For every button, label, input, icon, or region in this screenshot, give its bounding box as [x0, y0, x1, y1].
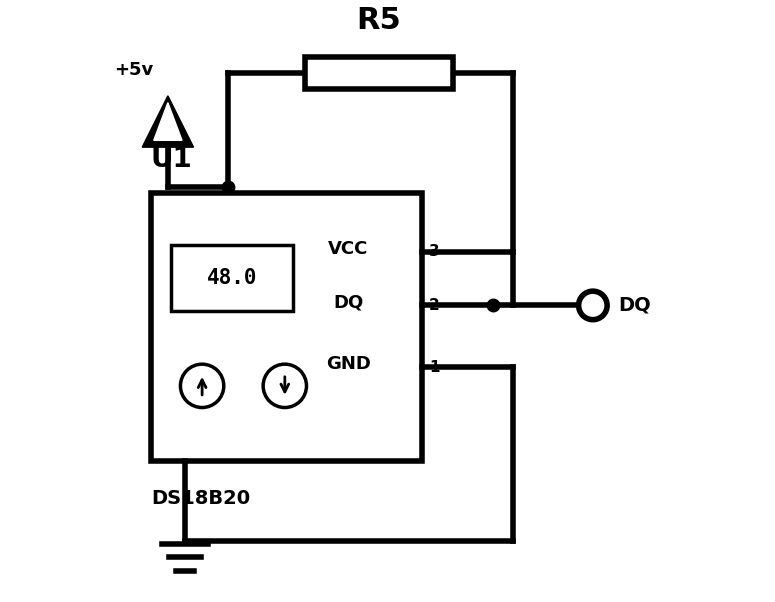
Text: R5: R5	[356, 5, 401, 34]
Text: +5v: +5v	[114, 61, 153, 79]
Circle shape	[579, 291, 607, 320]
Text: VCC: VCC	[329, 240, 369, 258]
Text: DS18B20: DS18B20	[151, 489, 250, 509]
Circle shape	[264, 364, 306, 408]
Polygon shape	[142, 96, 194, 147]
Polygon shape	[153, 103, 182, 140]
Text: GND: GND	[326, 355, 371, 373]
Text: DQ: DQ	[333, 294, 363, 312]
Bar	[305, 57, 453, 88]
Text: 3: 3	[429, 244, 439, 259]
Text: 48.0: 48.0	[207, 268, 257, 288]
Circle shape	[181, 364, 224, 408]
Text: 2: 2	[429, 298, 439, 313]
Bar	[151, 193, 422, 461]
Bar	[170, 245, 294, 311]
Text: U1: U1	[151, 145, 192, 173]
Text: 1: 1	[429, 359, 439, 374]
Text: DQ: DQ	[618, 296, 651, 315]
